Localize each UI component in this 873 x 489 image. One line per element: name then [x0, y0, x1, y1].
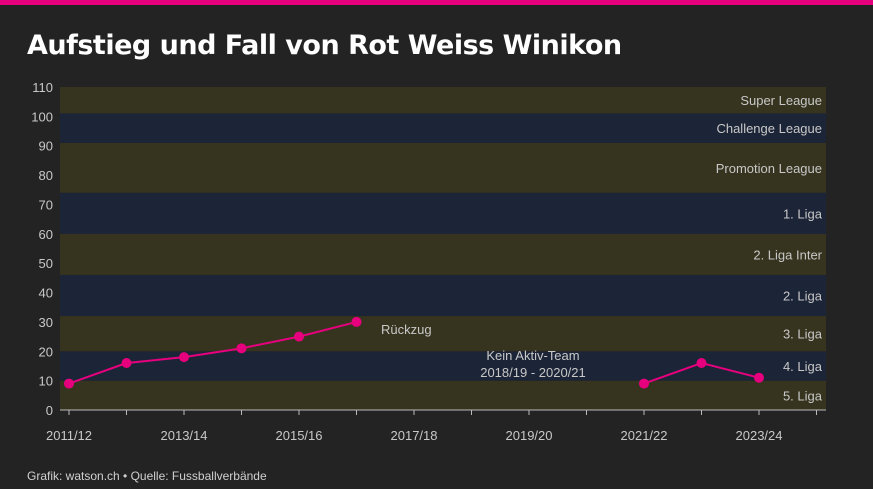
x-tick-label: 2019/20: [506, 428, 553, 443]
x-tick-label: 2021/22: [621, 428, 668, 443]
league-band-label: 1. Liga: [783, 206, 823, 221]
league-band: [60, 142, 826, 193]
league-band-label: 2. Liga Inter: [753, 247, 822, 262]
y-tick-label: 70: [39, 197, 53, 212]
x-tick-label: 2015/16: [276, 428, 323, 443]
y-tick-label: 50: [39, 256, 53, 271]
league-band-label: Promotion League: [716, 161, 822, 176]
annotation-rueckzug: Rückzug: [381, 322, 432, 337]
x-tick-label: 2017/18: [391, 428, 438, 443]
data-point: [64, 378, 74, 389]
data-point: [121, 358, 132, 369]
data-point: [696, 358, 707, 369]
y-tick-label: 100: [31, 109, 53, 124]
y-tick-label: 20: [39, 344, 53, 359]
y-tick-label: 40: [39, 286, 53, 301]
league-band-label: Challenge League: [716, 121, 822, 136]
y-tick-label: 60: [39, 227, 53, 242]
league-band-label: 3. Liga: [783, 327, 823, 342]
series-line: [68, 320, 357, 385]
y-tick-label: 80: [39, 168, 53, 183]
data-point: [639, 378, 649, 389]
data-point: [179, 352, 189, 363]
league-band-label: Super League: [740, 93, 822, 108]
data-point: [236, 343, 247, 354]
league-band: [60, 192, 826, 234]
x-tick-label: 2013/14: [161, 428, 208, 443]
data-point: [351, 316, 362, 327]
y-tick-label: 90: [39, 139, 53, 154]
league-band: [60, 113, 826, 143]
league-band: [60, 274, 826, 317]
league-band: [60, 233, 826, 275]
x-tick-label: 2011/12: [46, 428, 92, 443]
y-tick-label: 0: [46, 403, 53, 418]
league-band-label: 5. Liga: [783, 388, 823, 403]
league-band-label: 4. Liga: [783, 359, 823, 374]
source-footer: Grafik: watson.ch • Quelle: Fussballverb…: [27, 469, 267, 483]
annotation-kein-aktiv-period: 2018/19 - 2020/21: [480, 365, 586, 380]
annotation-kein-aktiv-team: Kein Aktiv-Team: [486, 348, 579, 363]
y-tick-label: 30: [39, 315, 53, 330]
data-point: [754, 372, 764, 383]
x-tick-label: 2023/24: [736, 428, 783, 443]
data-point: [294, 331, 304, 342]
y-tick-label: 10: [39, 374, 53, 389]
league-band-label: 2. Liga: [783, 288, 823, 303]
league-band: [60, 87, 826, 114]
y-tick-label: 110: [32, 80, 53, 95]
page-title: Aufstieg und Fall von Rot Weiss Winikon: [27, 30, 622, 61]
top-accent-bar: [0, 0, 873, 5]
league-band: [60, 380, 826, 410]
league-band: [60, 316, 826, 352]
